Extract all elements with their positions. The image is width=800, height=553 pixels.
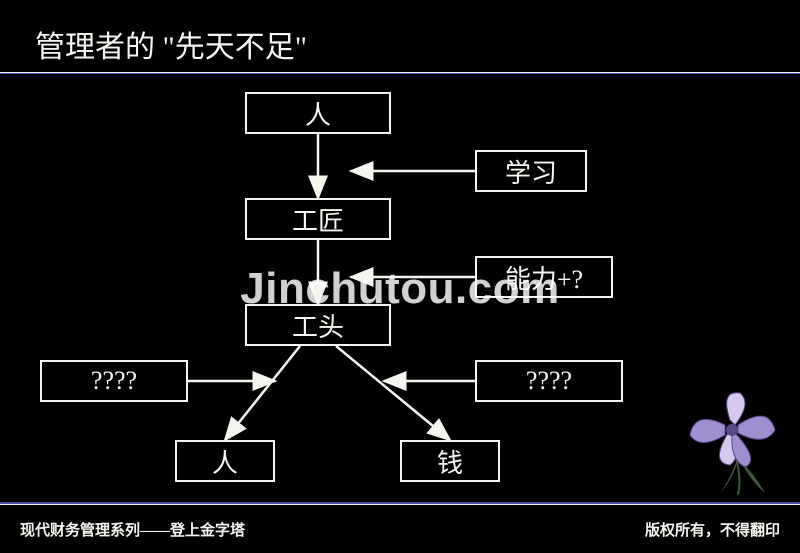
decorative-flower-icon	[680, 385, 790, 495]
footer-series: 现代财务管理系列——登上金字塔	[20, 519, 245, 540]
node-question-right: ????	[475, 360, 623, 402]
footer-copyright: 版权所有，不得翻印	[645, 519, 780, 540]
slide-title: 管理者的 "先天不足"	[35, 22, 307, 66]
divider-top	[0, 72, 800, 74]
node-craftsman: 工匠	[245, 198, 391, 240]
node-study: 学习	[475, 150, 587, 192]
node-person-bottom: 人	[175, 440, 275, 482]
node-question-left: ????	[40, 360, 188, 402]
node-money: 钱	[400, 440, 500, 482]
divider-bottom	[0, 502, 800, 505]
node-person-top: 人	[245, 92, 391, 134]
node-ability: 能力+?	[475, 256, 613, 298]
node-foreman: 工头	[245, 304, 391, 346]
